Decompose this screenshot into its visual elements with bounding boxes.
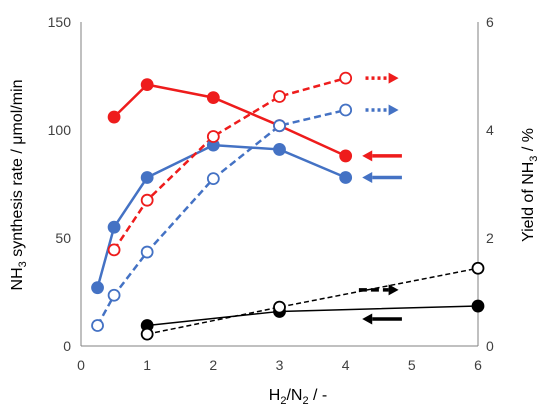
data-point-black-filled bbox=[471, 299, 485, 313]
series-markers bbox=[91, 71, 485, 341]
data-point-blue-open bbox=[140, 245, 154, 259]
arrow-head-blue bbox=[388, 104, 399, 116]
y-right-tick-label: 0 bbox=[486, 338, 494, 354]
series-line-red-open bbox=[113, 76, 347, 251]
data-point-red-filled bbox=[339, 149, 353, 163]
y-left-axis-title: NH3 synthesis rate / μmol/min bbox=[9, 80, 29, 291]
x-tick-label: 3 bbox=[276, 357, 284, 373]
data-point-red-open bbox=[339, 71, 353, 85]
x-axis-title: H2/N2 / - bbox=[269, 387, 327, 407]
arrow-head-red bbox=[388, 72, 399, 84]
data-point-red-open bbox=[273, 90, 286, 103]
data-point-black-open bbox=[471, 261, 485, 275]
x-tick-label: 5 bbox=[408, 357, 416, 373]
series-line-black-open bbox=[147, 267, 479, 335]
data-point-red-open bbox=[107, 243, 121, 257]
series-line-black-filled bbox=[147, 305, 479, 327]
data-point-blue-open bbox=[273, 119, 286, 133]
x-tick-label: 1 bbox=[143, 357, 151, 373]
series-line-blue-filled bbox=[96, 143, 347, 289]
data-point-red-filled bbox=[107, 110, 121, 124]
data-point-blue-filled bbox=[140, 171, 154, 184]
y-left-tick-label: 50 bbox=[55, 230, 71, 246]
data-point-blue-filled bbox=[339, 171, 353, 184]
data-point-blue-open bbox=[206, 172, 220, 186]
data-point-red-filled bbox=[206, 91, 220, 104]
data-point-blue-open bbox=[107, 288, 121, 302]
arrows bbox=[358, 72, 402, 325]
arrow-head-black bbox=[388, 284, 399, 296]
y-left-tick-label: 100 bbox=[48, 122, 72, 138]
y-right-tick-label: 6 bbox=[486, 14, 494, 30]
arrow-head-black bbox=[362, 313, 373, 325]
y-left-tick-label: 150 bbox=[48, 14, 72, 30]
y-right-axis-title: Yield of NH3 / % bbox=[520, 128, 540, 242]
data-point-blue-filled bbox=[91, 281, 104, 295]
y-right-tick-label: 2 bbox=[486, 230, 494, 246]
data-point-red-filled bbox=[140, 78, 154, 92]
axes bbox=[80, 22, 479, 347]
arrow-head-blue bbox=[362, 172, 373, 184]
data-point-blue-open bbox=[339, 103, 353, 117]
arrow-head-red bbox=[362, 150, 373, 162]
data-point-black-open bbox=[273, 300, 286, 314]
data-point-black-open bbox=[140, 327, 154, 341]
data-point-blue-open bbox=[91, 319, 104, 332]
series-lines bbox=[96, 76, 479, 335]
x-tick-label: 6 bbox=[474, 357, 482, 373]
x-tick-label: 2 bbox=[209, 357, 217, 373]
x-tick-label: 4 bbox=[342, 357, 350, 373]
x-tick-label: 0 bbox=[77, 357, 85, 373]
data-point-red-open bbox=[206, 130, 220, 143]
data-point-blue-filled bbox=[107, 220, 121, 234]
y-right-tick-label: 4 bbox=[486, 122, 494, 138]
y-left-tick-label: 0 bbox=[63, 338, 71, 354]
data-point-blue-filled bbox=[273, 143, 286, 156]
data-point-red-open bbox=[140, 193, 154, 207]
